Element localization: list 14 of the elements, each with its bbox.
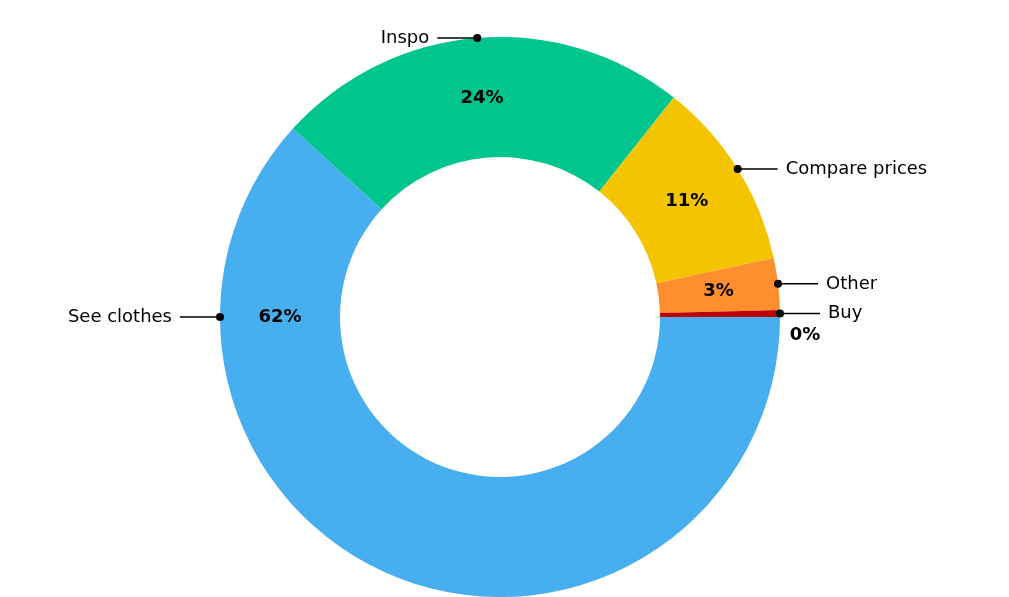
slice-label: Inspo <box>380 25 430 47</box>
donut-slice <box>220 128 780 597</box>
slice-label: See clothes <box>67 305 172 326</box>
data-label: 0% <box>789 323 821 345</box>
slice-label: Buy <box>827 301 863 323</box>
data-label: 62% <box>258 305 302 326</box>
data-label: 24% <box>460 85 504 107</box>
donut-slice <box>659 309 780 317</box>
slice-label: Other <box>826 271 878 293</box>
donut-slice <box>656 257 780 313</box>
donut-slice <box>599 97 774 284</box>
data-label: 11% <box>665 188 709 210</box>
data-label: 3% <box>703 278 734 300</box>
slice-label: Compare prices <box>785 156 928 178</box>
